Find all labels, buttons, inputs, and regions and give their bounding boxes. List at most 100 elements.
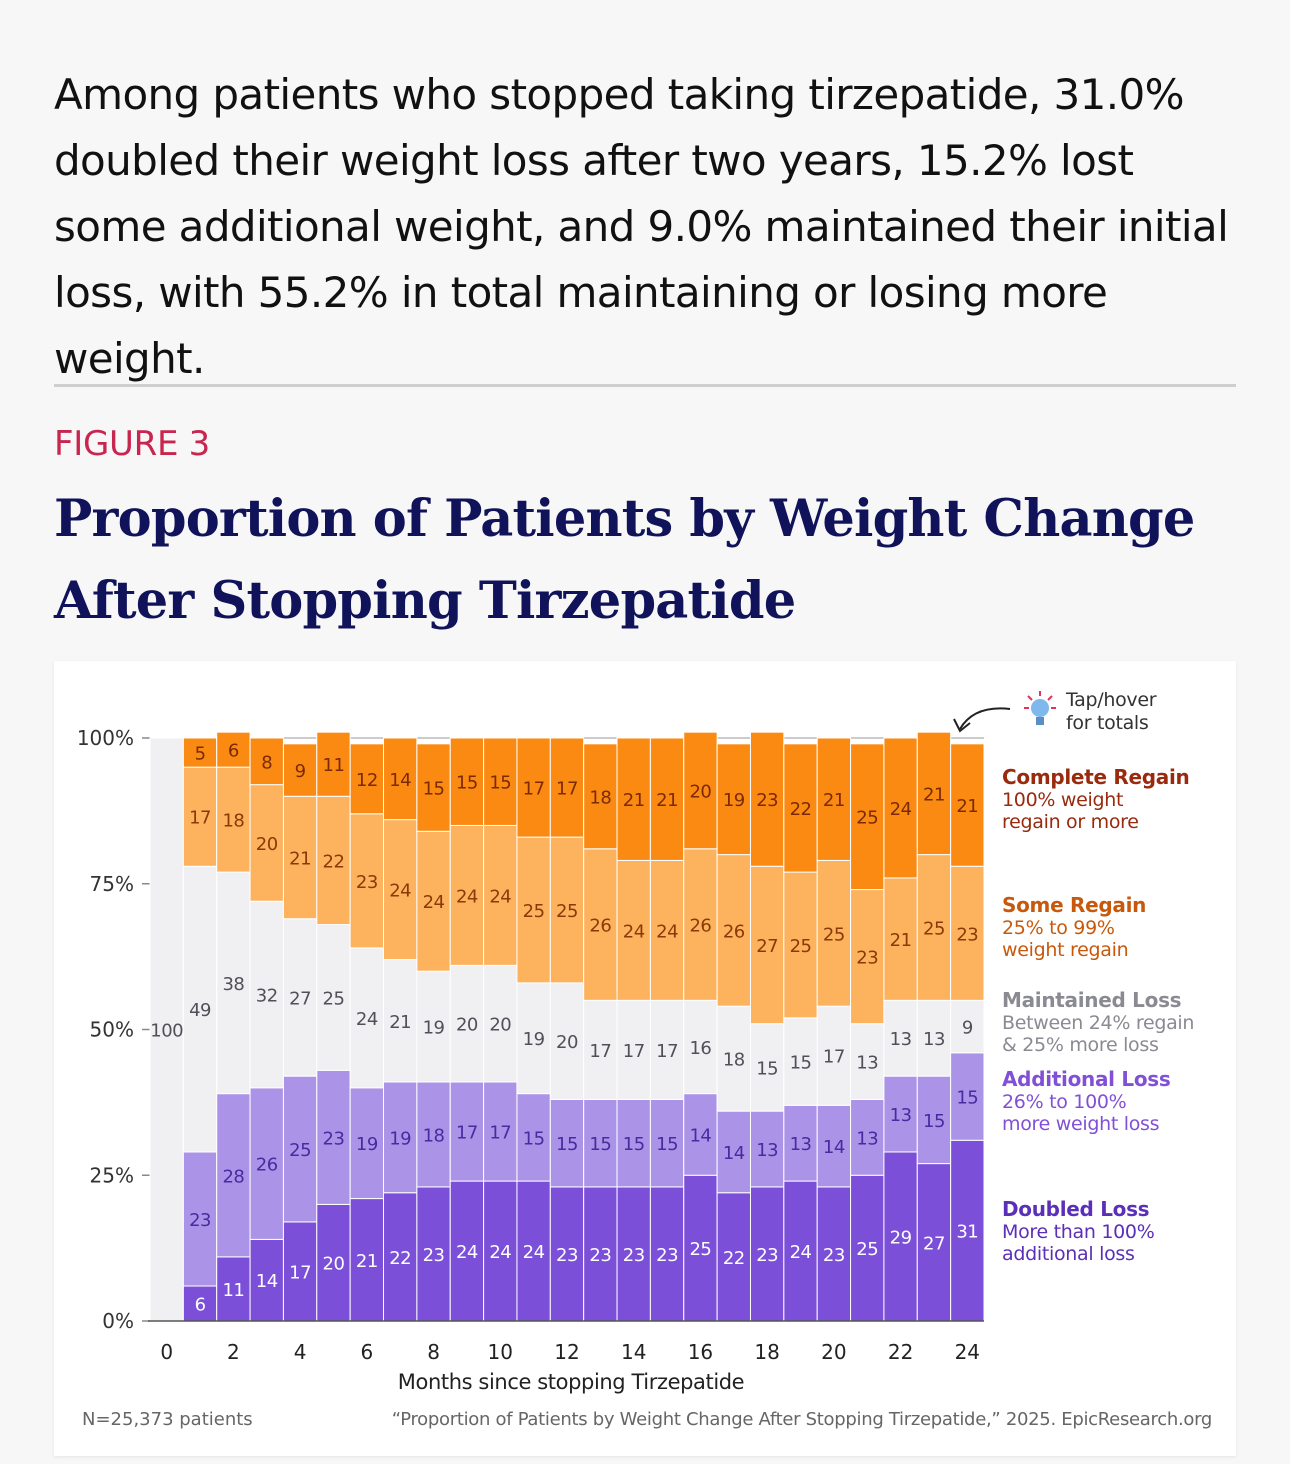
bar-segment — [383, 1192, 418, 1322]
data-label: 26 — [256, 1155, 278, 1176]
data-label: 22 — [389, 1248, 411, 1269]
x-tick-label: 4 — [294, 1340, 307, 1364]
data-label: 24 — [423, 892, 445, 913]
legend-additional-loss: Additional Loss 26% to 100% more weight … — [1002, 1067, 1171, 1135]
bar-segment — [883, 877, 918, 1001]
data-label: 15 — [523, 1128, 545, 1149]
legend-desc-line1: 25% to 99% — [1002, 917, 1115, 939]
data-label: 25 — [323, 988, 345, 1009]
data-label: 17 — [589, 1041, 611, 1062]
bar-segment — [649, 737, 685, 861]
data-label: 13 — [856, 1128, 878, 1149]
lightbulb-ray — [1027, 695, 1033, 701]
data-label: 18 — [423, 1125, 445, 1146]
bar-segment — [383, 819, 418, 961]
data-label: 20 — [689, 781, 711, 802]
data-label: 20 — [256, 834, 278, 855]
x-tick-label: 2 — [227, 1340, 240, 1364]
intro-text: Among patients who stopped taking tirzep… — [54, 70, 1229, 383]
y-tick-label: 75% — [90, 872, 134, 896]
bar-segment — [483, 824, 518, 966]
y-tick-label: 25% — [90, 1163, 134, 1187]
data-label: 20 — [323, 1254, 345, 1275]
bar-segment — [850, 889, 885, 1025]
data-label: 26 — [723, 921, 745, 942]
data-label: 23 — [356, 872, 378, 893]
bar-segment — [416, 1081, 451, 1188]
bar-segment — [249, 737, 284, 786]
data-label: 23 — [756, 790, 778, 811]
data-label: 13 — [856, 1053, 878, 1074]
data-label: 24 — [389, 881, 411, 902]
divider — [54, 384, 1236, 387]
bar-segment — [483, 737, 518, 826]
data-label: 14 — [823, 1137, 845, 1158]
data-label: 14 — [389, 770, 411, 791]
figure-title: Proportion of Patients by Weight Change … — [54, 489, 1195, 631]
data-label: 18 — [589, 787, 611, 808]
data-label: 27 — [923, 1233, 945, 1254]
data-label: 24 — [489, 886, 511, 907]
bar-segment — [916, 999, 952, 1077]
data-label: 21 — [890, 930, 912, 951]
data-label: 17 — [823, 1047, 845, 1068]
bar-segment — [883, 1151, 918, 1322]
bar-segment — [950, 743, 985, 867]
bar-segment — [282, 795, 318, 920]
data-label: 25 — [823, 924, 845, 945]
bar-segment — [449, 737, 485, 826]
bar-segment — [182, 766, 218, 867]
data-label: 24 — [890, 799, 912, 820]
bar-segment — [549, 1098, 585, 1188]
tap-hover-hint-line1: Tap/hover — [1066, 689, 1157, 711]
legend-desc-line2: more weight loss — [1002, 1113, 1160, 1135]
bar-segment — [282, 743, 318, 797]
data-label: 21 — [923, 784, 945, 805]
data-label: 13 — [756, 1140, 778, 1161]
data-label: 24 — [623, 921, 645, 942]
bar-segment — [416, 830, 451, 972]
bar-segment — [416, 743, 451, 832]
data-label: 25 — [556, 901, 578, 922]
data-label: 21 — [289, 849, 311, 870]
data-label: 23 — [423, 1245, 445, 1266]
data-label: 21 — [823, 790, 845, 811]
x-tick-label: 10 — [488, 1340, 513, 1364]
legend-title: Maintained Loss — [1002, 988, 1182, 1012]
bar-segment — [850, 1098, 885, 1176]
x-tick-label: 22 — [888, 1340, 913, 1364]
bar-segment — [216, 871, 251, 1095]
x-axis-title: Months since stopping Tirzepatide — [398, 1370, 744, 1394]
data-label: 27 — [289, 988, 311, 1009]
legend-complete-regain: Complete Regain 100% weight regain or mo… — [1002, 765, 1190, 833]
data-label: 25 — [523, 901, 545, 922]
bar-segment — [383, 959, 418, 1083]
data-label: 19 — [389, 1128, 411, 1149]
bar-segment — [516, 982, 551, 1095]
data-label: 5 — [195, 744, 206, 765]
data-label: 15 — [790, 1053, 812, 1074]
data-label: 14 — [723, 1143, 745, 1164]
data-label: 15 — [556, 1134, 578, 1155]
bar-segment — [816, 737, 852, 861]
source-citation: “Proportion of Patients by Weight Change… — [391, 1409, 1213, 1430]
bar-segment — [449, 964, 485, 1083]
data-label: 6 — [195, 1295, 206, 1316]
data-label: 17 — [556, 779, 578, 800]
data-label: 14 — [689, 1125, 711, 1146]
data-label: 23 — [189, 1210, 211, 1231]
bar-segment — [649, 999, 685, 1100]
bar-segment — [816, 1186, 852, 1322]
data-label: 11 — [323, 755, 345, 776]
bar-segment — [549, 737, 585, 838]
legend-desc-line2: regain or more — [1002, 811, 1139, 833]
data-label: 17 — [489, 1123, 511, 1144]
bar-segment — [616, 999, 651, 1100]
bar-segment — [649, 859, 685, 1001]
data-label: 28 — [222, 1166, 244, 1187]
data-label: 49 — [189, 1000, 211, 1021]
bar-segment — [616, 1098, 651, 1188]
x-tick-label: 24 — [955, 1340, 980, 1364]
data-label: 25 — [689, 1239, 711, 1260]
bar-segment — [316, 731, 351, 797]
